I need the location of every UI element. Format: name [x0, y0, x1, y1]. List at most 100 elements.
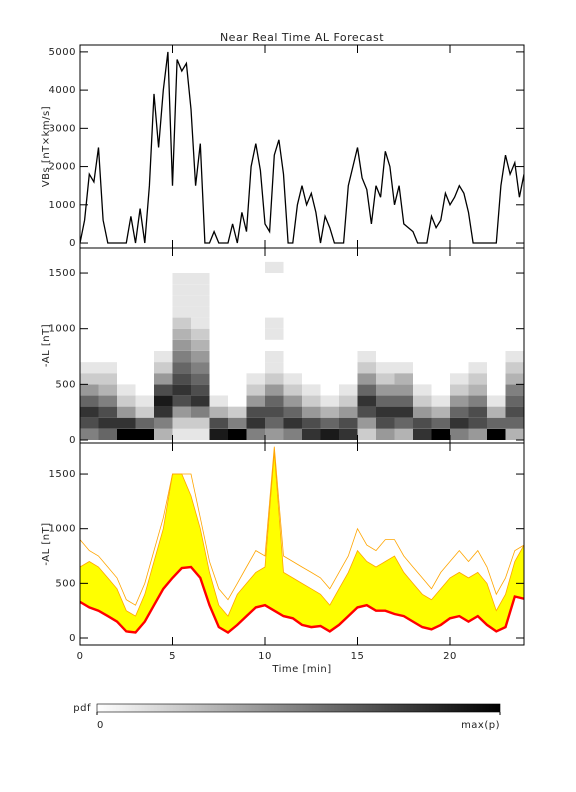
- pdf-cell: [191, 373, 210, 385]
- pdf-cell: [376, 306, 395, 318]
- pdf-cell: [394, 306, 413, 318]
- pdf-cell: [357, 261, 376, 273]
- pdf-cell: [283, 261, 302, 273]
- pdf-cell: [265, 417, 284, 429]
- pdf-cell: [191, 328, 210, 340]
- pdf-cell: [154, 428, 173, 440]
- pdf-cell: [487, 351, 506, 363]
- pdf-cell: [172, 395, 191, 407]
- pdf-cell: [98, 362, 117, 374]
- pdf-cell: [431, 351, 450, 363]
- pdf-cell: [339, 406, 358, 418]
- pdf-cell: [191, 306, 210, 318]
- pdf-cell: [172, 384, 191, 396]
- pdf-cell: [98, 284, 117, 296]
- pdf-cell: [413, 351, 432, 363]
- pdf-cell: [320, 284, 339, 296]
- y-tick-label: 1000: [49, 324, 76, 335]
- plot-area: [80, 446, 524, 634]
- colorbar: [96, 703, 501, 713]
- pdf-cell: [228, 273, 247, 285]
- pdf-cell: [135, 351, 154, 363]
- pdf-cell: [283, 395, 302, 407]
- pdf-cell: [339, 261, 358, 273]
- pdf-cell: [505, 261, 524, 273]
- y-tick-label: 0: [69, 238, 76, 249]
- pdf-cell: [154, 406, 173, 418]
- pdf-cell: [468, 362, 487, 374]
- pdf-cell: [431, 273, 450, 285]
- pdf-cell: [505, 295, 524, 307]
- pdf-cell: [357, 317, 376, 329]
- x-tick-label: 20: [443, 651, 457, 662]
- pdf-cell: [394, 362, 413, 374]
- pdf-cell: [172, 328, 191, 340]
- pdf-cell: [191, 273, 210, 285]
- pdf-cell: [487, 362, 506, 374]
- pdf-cell: [172, 373, 191, 385]
- pdf-cell: [320, 373, 339, 385]
- pdf-cell: [357, 428, 376, 440]
- pdf-cell: [468, 284, 487, 296]
- pdf-cell: [117, 273, 136, 285]
- pdf-cell: [209, 328, 228, 340]
- pdf-cell: [80, 395, 99, 407]
- pdf-cell: [450, 317, 469, 329]
- pdf-cell: [135, 417, 154, 429]
- pdf-cell: [320, 339, 339, 351]
- pdf-cell: [302, 339, 321, 351]
- pdf-cell: [98, 261, 117, 273]
- pdf-cell: [209, 284, 228, 296]
- pdf-cell: [191, 261, 210, 273]
- y-tick-label: 500: [55, 578, 76, 589]
- pdf-cell: [191, 395, 210, 407]
- pdf-cell: [135, 395, 154, 407]
- pdf-cell: [265, 406, 284, 418]
- pdf-cell: [228, 373, 247, 385]
- pdf-cell: [376, 261, 395, 273]
- y-tick-label: 3000: [49, 123, 76, 134]
- pdf-cell: [468, 395, 487, 407]
- pdf-cell: [191, 351, 210, 363]
- pdf-cell: [302, 428, 321, 440]
- pdf-cell: [98, 417, 117, 429]
- pdf-cell: [80, 373, 99, 385]
- pdf-cell: [357, 362, 376, 374]
- pdf-cell: [228, 317, 247, 329]
- pdf-cell: [80, 351, 99, 363]
- pdf-cell: [394, 295, 413, 307]
- pdf-cell: [339, 428, 358, 440]
- pdf-cell: [209, 351, 228, 363]
- pdf-cell: [320, 317, 339, 329]
- pdf-cell: [468, 384, 487, 396]
- pdf-cell: [283, 295, 302, 307]
- y-tick-label: 1500: [49, 268, 76, 279]
- colorbar-tick-label: 0: [97, 720, 104, 731]
- quantile-line: [80, 446, 524, 606]
- pdf-cell: [302, 406, 321, 418]
- pdf-cell: [468, 373, 487, 385]
- pdf-cell: [302, 295, 321, 307]
- pdf-cell: [376, 351, 395, 363]
- pdf-cell: [357, 295, 376, 307]
- pdf-cell: [154, 284, 173, 296]
- pdf-cell: [135, 428, 154, 440]
- pdf-cell: [339, 306, 358, 318]
- pdf-cell: [172, 406, 191, 418]
- pdf-cell: [505, 362, 524, 374]
- pdf-cell: [98, 351, 117, 363]
- pdf-cell: [246, 328, 265, 340]
- pdf-cell: [468, 261, 487, 273]
- pdf-cell: [228, 339, 247, 351]
- pdf-cell: [487, 406, 506, 418]
- pdf-cell: [265, 351, 284, 363]
- pdf-cell: [246, 373, 265, 385]
- pdf-cell: [209, 295, 228, 307]
- pdf-cell: [283, 284, 302, 296]
- pdf-cell: [246, 339, 265, 351]
- pdf-cell: [191, 362, 210, 374]
- pdf-cell: [246, 417, 265, 429]
- pdf-cell: [191, 295, 210, 307]
- pdf-cell: [228, 428, 247, 440]
- pdf-cell: [154, 273, 173, 285]
